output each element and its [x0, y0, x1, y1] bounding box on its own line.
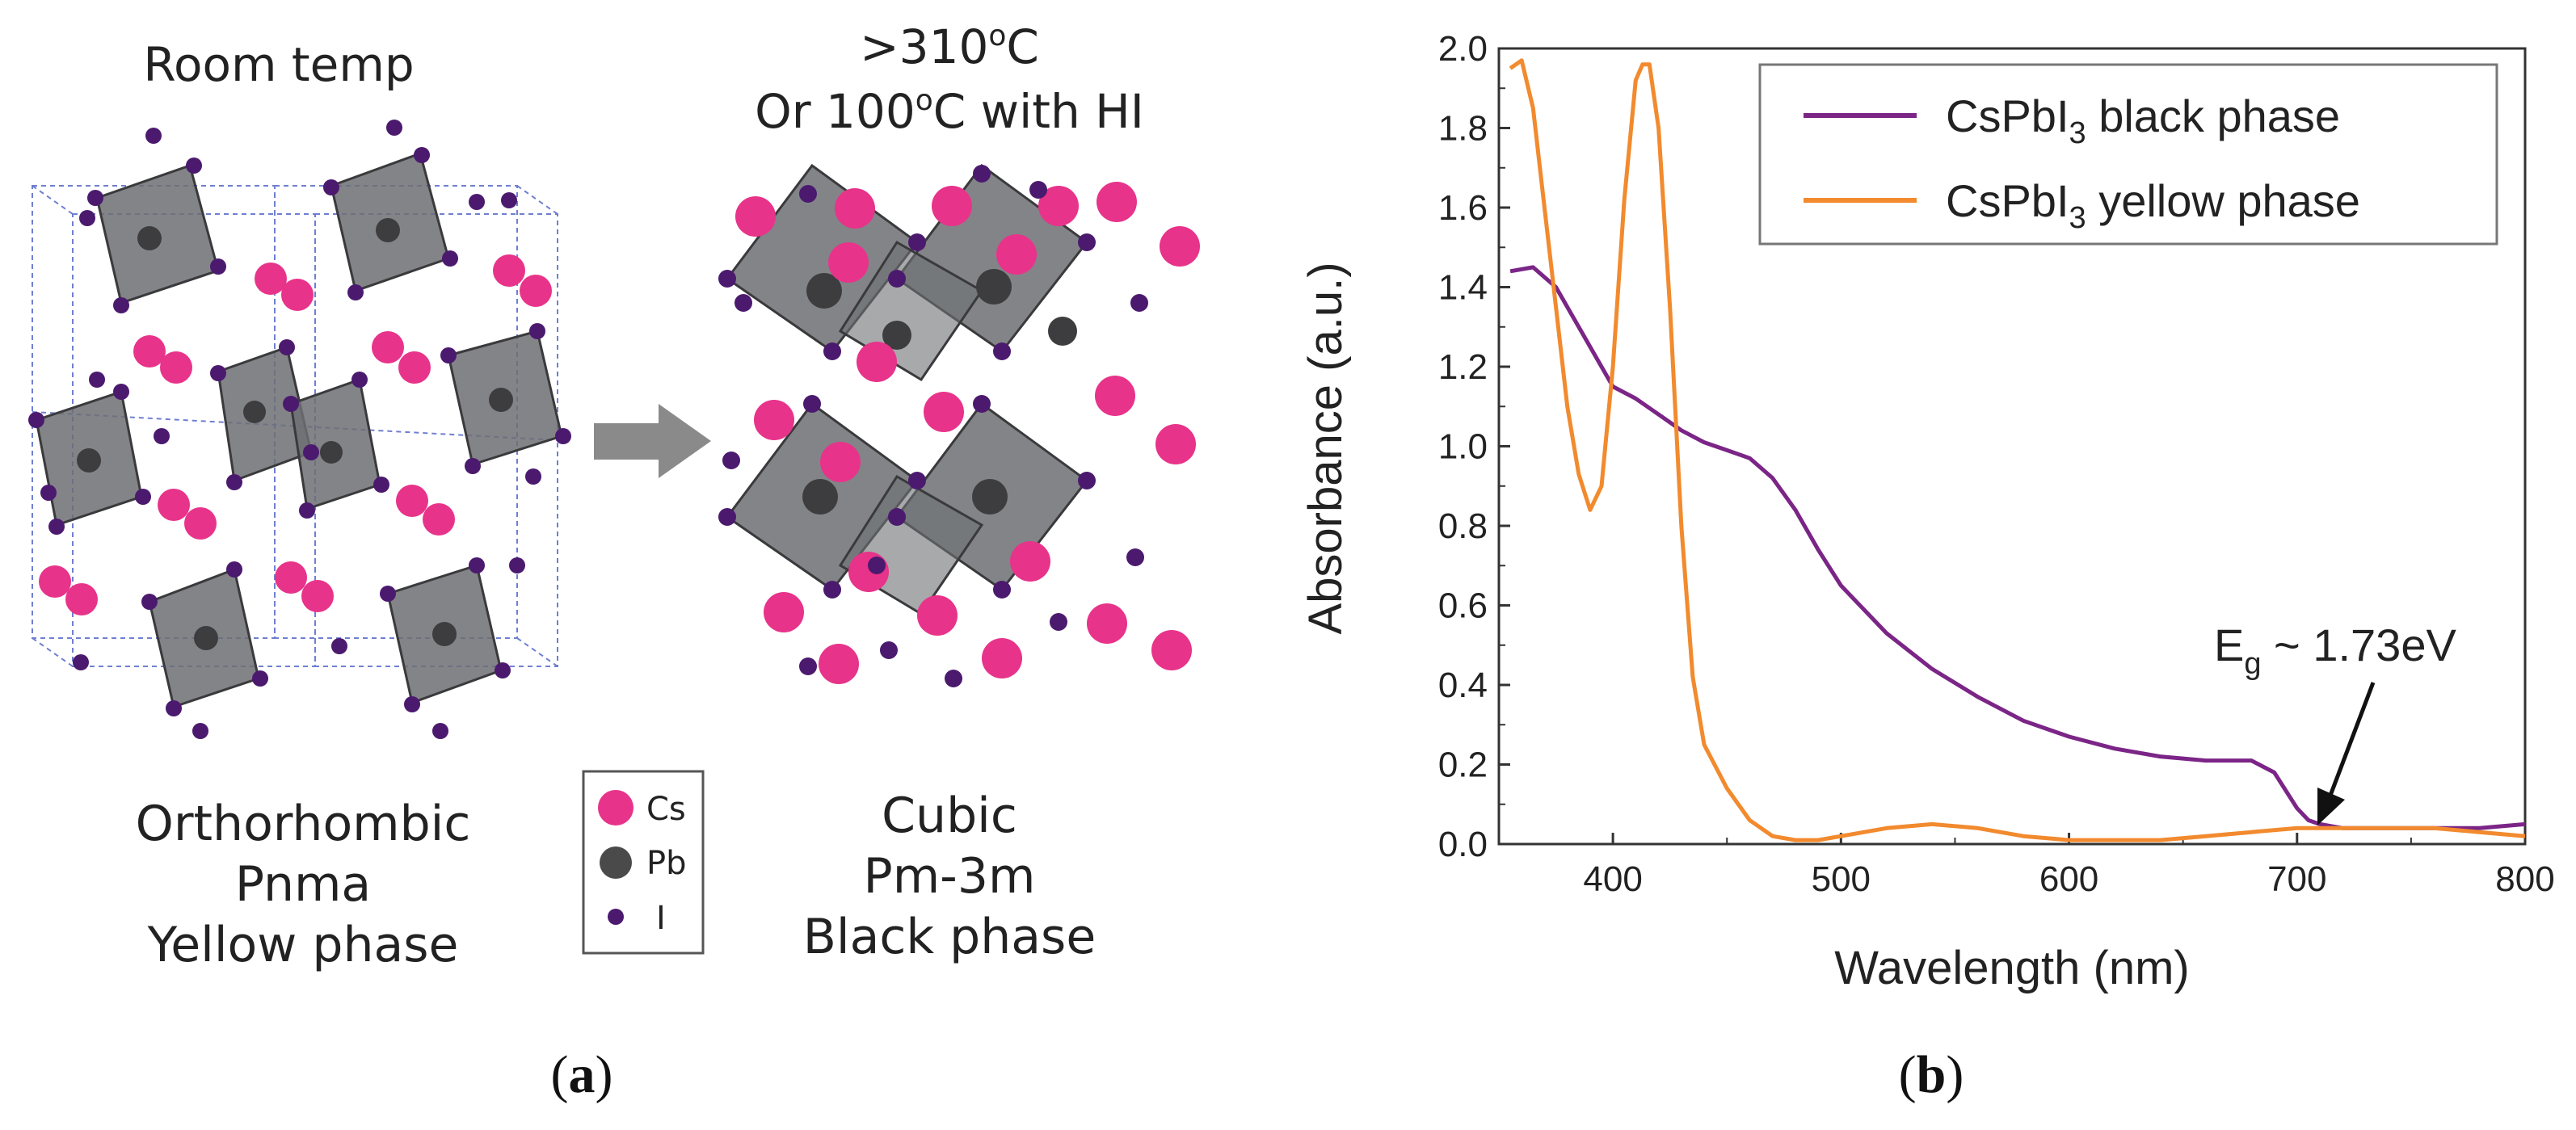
left-structure-title: Room temp — [143, 37, 414, 92]
series-line-yellow-phase — [1509, 58, 2526, 842]
legend-i-swatch — [608, 909, 624, 925]
x-tick-label: 500 — [1812, 859, 1871, 899]
panel-a-caption: (a) — [551, 1045, 613, 1104]
pb-atoms-cubic — [802, 269, 1077, 515]
y-tick-label: 1.0 — [1438, 427, 1488, 467]
left-structure-crystal-system: Orthorhombic — [136, 796, 471, 852]
cs-atoms-cubic — [735, 182, 1200, 684]
y-tick-label: 0.2 — [1438, 746, 1488, 785]
bandgap-label: Eg ~ 1.73eV — [2214, 620, 2456, 681]
pbi6-octahedra — [35, 152, 563, 708]
bandgap-arrow-line — [2326, 682, 2376, 800]
legend-cs-swatch — [598, 790, 633, 825]
bandgap-arrow-head — [2317, 788, 2345, 825]
legend-i-label: I — [656, 900, 666, 937]
axes: 0.0 0.2 0.4 0.6 0.8 1.0 1.2 1.4 1.6 1.8 2.0 400 500 6… — [1438, 29, 2555, 899]
legend-black-phase-label: CsPbI3 black phase — [1946, 90, 2340, 150]
legend-yellow-phase-label: CsPbI3 yellow phase — [1946, 175, 2360, 235]
legend-cs-label: Cs — [646, 791, 686, 828]
panel-b-caption: (b) — [1899, 1045, 1964, 1104]
series-line-black-phase — [1509, 265, 2526, 830]
phase-transition-arrow — [594, 404, 711, 478]
cubic-structure-illustration — [718, 163, 1200, 687]
y-axis-title: Absorbance (a.u.) — [1299, 262, 1352, 634]
cs-atoms — [39, 254, 552, 615]
legend-pb-label: Pb — [646, 845, 687, 882]
legend-box — [1758, 63, 2498, 246]
series-layer — [1509, 58, 2526, 842]
panel-b-chart: 0.0 0.2 0.4 0.6 0.8 1.0 1.2 1.4 1.6 1.8 2.0 400 500 6… — [1299, 29, 2555, 1104]
y-tick-label: 2.0 — [1438, 29, 1488, 69]
orthorhombic-structure-illustration — [28, 120, 571, 739]
legend-pb-swatch — [600, 846, 632, 879]
y-tick-label: 0.8 — [1438, 506, 1488, 546]
y-tick-label: 1.4 — [1438, 268, 1488, 308]
x-axis-title: Wavelength (nm) — [1834, 942, 2189, 994]
left-structure-phase: Yellow phase — [147, 917, 459, 973]
right-structure-space-group: Pm-3m — [864, 848, 1036, 905]
chart-legend: CsPbI3 black phase CsPbI3 yellow phase — [1758, 63, 2498, 246]
y-tick-label: 0.0 — [1438, 825, 1488, 864]
i-atoms-cubic — [718, 165, 1148, 687]
left-structure-space-group: Pnma — [235, 856, 371, 913]
y-tick-label: 1.2 — [1438, 347, 1488, 387]
y-tick-label: 0.4 — [1438, 666, 1488, 705]
y-tick-label: 1.6 — [1438, 188, 1488, 228]
i-atoms — [28, 120, 571, 739]
right-structure-condition-1: >310oC — [860, 19, 1039, 74]
x-tick-label: 400 — [1583, 859, 1642, 899]
right-structure-condition-2: Or 100oC with HI — [755, 84, 1144, 139]
right-structure-crystal-system: Cubic — [882, 788, 1017, 844]
right-structure-phase: Black phase — [803, 909, 1096, 965]
x-tick-label: 800 — [2495, 859, 2554, 899]
atom-legend: Cs Pb I — [582, 770, 705, 955]
panel-a: Room temp Orthorhombic Pnma Yellow phase — [28, 19, 1200, 1104]
x-tick-label: 700 — [2267, 859, 2326, 899]
pb-atoms — [77, 218, 513, 650]
x-tick-label: 600 — [2039, 859, 2098, 899]
y-tick-label: 1.8 — [1438, 109, 1488, 149]
y-tick-label: 0.6 — [1438, 586, 1488, 626]
bandgap-annotation: Eg ~ 1.73eV — [2214, 620, 2456, 825]
